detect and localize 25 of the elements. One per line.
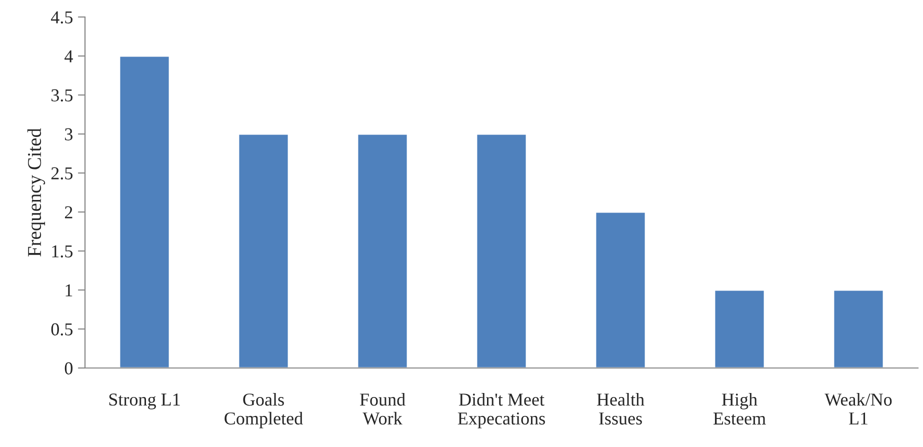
bar	[238, 133, 290, 368]
bar	[476, 133, 528, 368]
x-tick-label: Weak/No L1	[824, 393, 892, 424]
bar	[356, 133, 408, 368]
x-tick-label: Health Issues	[596, 393, 644, 425]
x-tick-label: Goals Completed	[224, 393, 303, 428]
y-tick-label: 2.5	[51, 167, 72, 180]
y-tick-label: 0	[64, 362, 73, 374]
y-tick-label: 3	[65, 128, 72, 140]
y-axis-title: Frequency Cited	[27, 128, 46, 256]
y-tick-label: 0.5	[51, 323, 72, 336]
x-tick-label: Found Work	[360, 393, 406, 425]
bar	[832, 289, 884, 368]
y-tick-label: 1	[66, 284, 72, 296]
y-tick-label: 2	[64, 206, 72, 218]
bar	[118, 55, 170, 368]
y-tick-label: 3.5	[51, 89, 72, 102]
x-tick-label: High Esteem	[713, 393, 766, 425]
y-tick-label: 1.5	[52, 245, 72, 258]
x-tick-label: Didn't Meet Expecations	[458, 393, 545, 428]
y-tick-label: 4.5	[50, 11, 72, 24]
y-tick-label: 4	[64, 50, 73, 62]
bar	[714, 289, 766, 368]
bar	[594, 211, 646, 368]
x-tick-label: Strong L1	[109, 394, 180, 410]
